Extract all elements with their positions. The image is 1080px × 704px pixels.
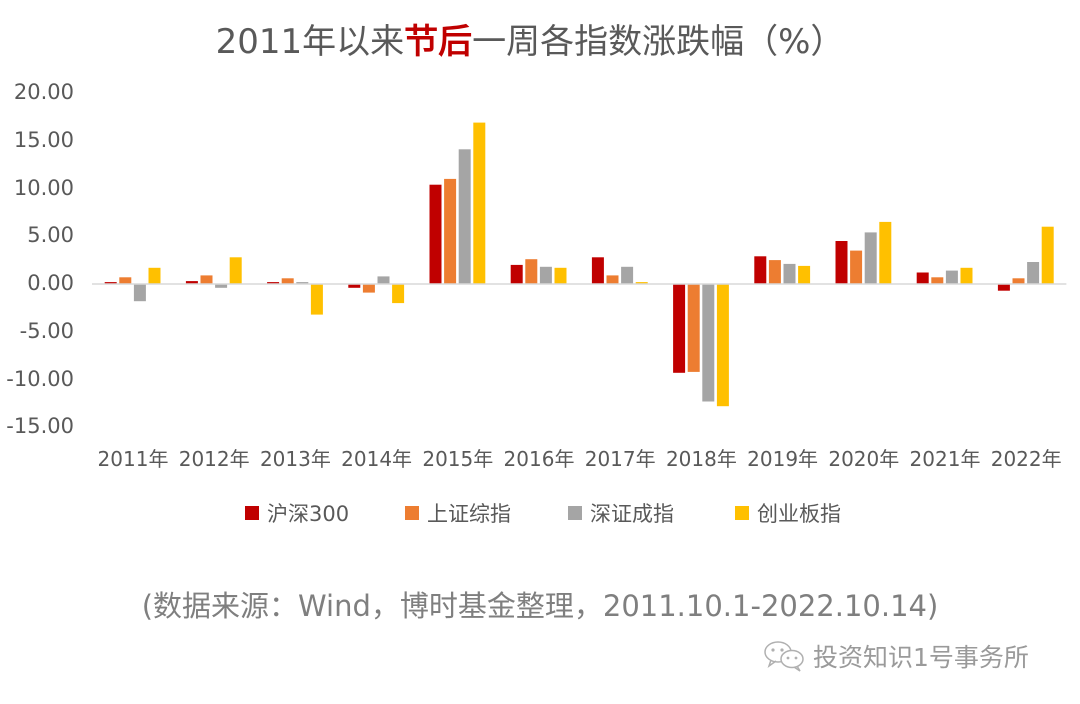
legend-label: 沪深300 (267, 502, 350, 526)
bar (687, 284, 700, 372)
bar (931, 277, 944, 284)
legend-swatch (735, 506, 749, 520)
legend-swatch (405, 506, 419, 520)
bar (362, 284, 375, 293)
x-tick-label: 2016年 (503, 447, 575, 471)
bar (229, 257, 242, 284)
wechat-icon (764, 641, 804, 672)
bar (621, 266, 634, 284)
title-prefix: 2011年以来 (215, 22, 405, 62)
bar (458, 149, 471, 284)
y-tick-label: -15.00 (6, 414, 74, 439)
legend-item: 深证成指 (568, 498, 674, 528)
x-tick-label: 2020年 (828, 447, 900, 471)
y-tick-label: 5.00 (27, 223, 74, 248)
x-tick-label: 2021年 (909, 447, 981, 471)
bar (215, 284, 228, 288)
bar (392, 284, 405, 304)
y-tick-label: -5.00 (19, 318, 74, 343)
bar (635, 282, 648, 284)
bar (1012, 278, 1025, 284)
legend-item: 上证综指 (405, 498, 511, 528)
y-tick-label: 10.00 (13, 175, 74, 200)
bar (348, 284, 361, 288)
bar (997, 284, 1010, 291)
bar (444, 178, 457, 284)
legend-label: 创业板指 (757, 502, 841, 526)
title-suffix: 一周各指数涨跌幅（%） (472, 22, 845, 62)
bar (296, 282, 309, 284)
bar (429, 184, 442, 284)
y-tick-label: 15.00 (13, 127, 74, 152)
legend-item: 创业板指 (735, 498, 841, 528)
title-highlight: 节后 (404, 22, 473, 62)
x-tick-label: 2019年 (747, 447, 819, 471)
legend-swatch (568, 506, 582, 520)
legend-label: 上证综指 (427, 502, 511, 526)
bar (377, 276, 390, 284)
bar (510, 264, 523, 284)
bar (916, 272, 929, 284)
x-tick-label: 2015年 (422, 447, 494, 471)
x-tick-label: 2018年 (665, 447, 737, 471)
source-note: (数据来源：Wind，博时基金整理，2011.10.1-2022.10.14) (141, 589, 939, 623)
bar (798, 265, 811, 284)
bar (473, 122, 486, 284)
x-tick-label: 2022年 (990, 447, 1062, 471)
x-tick-label: 2012年 (178, 447, 250, 471)
bar (281, 278, 294, 284)
bar (960, 267, 973, 284)
bar (119, 277, 132, 284)
bar (1041, 226, 1054, 284)
bar (554, 267, 567, 284)
bar (185, 281, 198, 284)
bar (850, 250, 863, 284)
x-tick-label: 2014年 (341, 447, 413, 471)
bar (310, 284, 323, 315)
y-tick-label: -10.00 (6, 366, 74, 391)
y-tick-label: 0.00 (27, 271, 74, 295)
bar (104, 282, 117, 284)
y-tick-label: 20.00 (13, 80, 74, 104)
x-tick-label: 2013年 (259, 447, 331, 471)
legend-swatch (245, 506, 259, 520)
bar (591, 257, 604, 284)
legend-item: 沪深300 (245, 498, 349, 528)
x-tick-label: 2017年 (584, 447, 656, 471)
bar (200, 275, 213, 284)
watermark-text: 投资知识1号事务所 (813, 643, 1029, 672)
x-tick-label: 2011年 (97, 447, 169, 471)
bar (945, 270, 958, 284)
bar (864, 232, 877, 284)
bar (525, 259, 538, 284)
bar (539, 266, 552, 284)
bar (702, 284, 715, 402)
bar (835, 241, 848, 284)
bar (1027, 262, 1040, 284)
bar (783, 263, 796, 284)
chart-title: 2011年以来节后一周各指数涨跌幅（%） (0, 14, 1060, 63)
bar (716, 284, 729, 407)
bar (768, 260, 781, 284)
bar (267, 282, 280, 284)
bar (148, 267, 161, 284)
bar (133, 284, 146, 302)
bar (673, 284, 686, 373)
watermark: 投资知识1号事务所 (763, 638, 1029, 674)
legend-label: 深证成指 (590, 502, 674, 526)
bar (606, 275, 619, 284)
bar (879, 221, 892, 284)
bar (754, 256, 767, 284)
